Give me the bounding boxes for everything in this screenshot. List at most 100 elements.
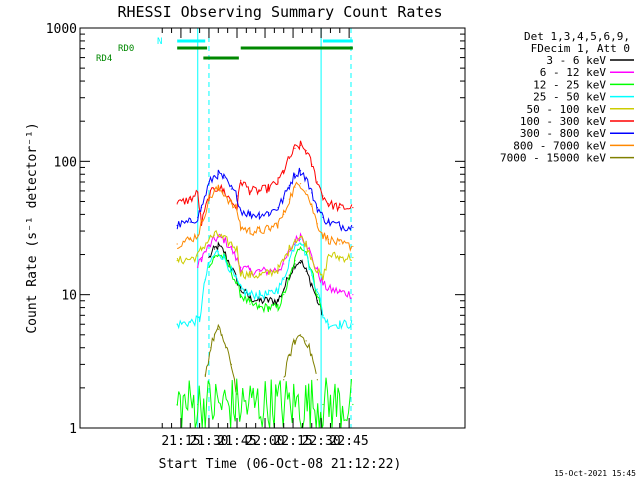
series-line-6 [176, 167, 353, 232]
data-point-6-24 [339, 224, 341, 227]
y-tick-label-3: 1000 [46, 22, 77, 37]
data-point-3-11 [258, 294, 261, 296]
data-point-4-24 [339, 256, 341, 259]
data-point-1-0 [197, 266, 199, 269]
flag-bar-2-0 [203, 56, 239, 60]
data-point-2-7 [249, 303, 251, 305]
series-6 [176, 167, 354, 232]
legend-label-1: 6 - 12 keV [540, 66, 607, 79]
data-point-4-13 [268, 272, 270, 274]
legend: Det 1,3,4,5,6,9,FDecim 1, Att 03 - 6 keV… [500, 30, 634, 165]
data-point-2-2 [213, 256, 216, 259]
y-axis-label: Count Rate (s⁻¹ detector⁻¹) [25, 122, 40, 333]
data-point-7-13 [268, 228, 270, 230]
data-point-3-24 [352, 323, 354, 325]
data-point-8-5 [221, 334, 223, 336]
data-point-7-5 [213, 190, 216, 192]
data-point-5-14 [277, 181, 279, 183]
data-point-8-12 [288, 354, 290, 357]
data-point-6-2 [197, 216, 199, 218]
series-line-0 [208, 241, 323, 316]
plot-area: N RD0 RD4 [96, 28, 354, 429]
data-point-1-6 [230, 248, 232, 250]
data-point-8-4 [217, 328, 219, 330]
data-point-3-4 [208, 263, 210, 265]
data-point-7-3 [200, 223, 203, 225]
data-point-1-22 [352, 294, 354, 296]
data-point-3-6 [217, 251, 219, 253]
data-point-4-6 [217, 234, 219, 236]
data-point-4-5 [213, 234, 216, 236]
data-point-7-4 [208, 198, 210, 200]
data-point-4-19 [305, 243, 307, 245]
data-point-3-0 [176, 323, 178, 325]
data-point-3-3 [204, 278, 206, 281]
data-point-4-4 [208, 238, 210, 240]
data-point-3-13 [277, 288, 279, 290]
data-point-4-7 [223, 238, 225, 240]
data-point-6-4 [208, 183, 210, 185]
data-point-6-10 [240, 209, 242, 211]
data-point-3-20 [316, 288, 318, 290]
data-point-7-7 [223, 192, 225, 194]
data-point-7-23 [327, 238, 330, 240]
data-point-2-10 [277, 306, 279, 309]
data-point-5-12 [258, 190, 261, 192]
data-point-5-13 [268, 187, 270, 189]
data-point-3-9 [240, 288, 242, 290]
data-point-1-21 [339, 291, 341, 293]
data-point-7-2 [197, 234, 199, 236]
data-point-7-17 [294, 186, 296, 188]
data-point-0-8 [258, 300, 261, 302]
chart-title: RHESSI Observing Summary Count Rates [117, 3, 442, 21]
data-point-3-8 [230, 270, 232, 272]
date-stamp: 15-Oct-2021 15:45 [554, 469, 636, 478]
data-point-4-2 [197, 255, 199, 257]
data-point-3-7 [223, 256, 225, 259]
data-point-7-0 [176, 243, 178, 245]
data-point-5-18 [299, 144, 302, 146]
data-point-3-12 [268, 294, 270, 296]
legend-label-3: 25 - 50 keV [533, 91, 606, 104]
data-point-0-2 [213, 248, 216, 250]
data-point-7-16 [288, 198, 290, 200]
data-point-2-15 [305, 251, 307, 253]
data-point-7-15 [283, 213, 285, 215]
x-tick-label-2: 21:45 [217, 434, 256, 449]
series-line-9 [176, 377, 352, 429]
data-point-4-23 [327, 253, 330, 256]
data-point-5-2 [197, 192, 199, 194]
legend-label-2: 12 - 25 keV [533, 78, 606, 91]
data-point-1-19 [322, 283, 324, 285]
data-point-3-16 [294, 243, 296, 245]
legend-header-1: FDecim 1, Att 0 [531, 42, 630, 55]
data-point-7-20 [311, 205, 313, 207]
data-point-6-0 [176, 224, 178, 227]
series-line-3 [176, 242, 353, 331]
data-point-4-3 [200, 248, 203, 250]
data-point-7-24 [339, 243, 341, 245]
data-point-6-21 [316, 206, 318, 209]
data-point-7-19 [305, 190, 307, 192]
data-point-4-14 [277, 268, 279, 270]
data-point-0-11 [283, 288, 285, 290]
data-point-4-25 [352, 256, 354, 259]
data-point-4-1 [189, 258, 191, 260]
data-point-3-17 [299, 238, 302, 240]
flag-bar-1-0 [177, 46, 208, 50]
series-3 [176, 238, 354, 331]
data-point-3-10 [249, 294, 251, 296]
data-point-4-12 [258, 274, 261, 276]
data-point-0-1 [208, 256, 210, 259]
data-point-5-25 [352, 206, 354, 209]
data-point-6-11 [249, 213, 251, 215]
data-point-8-13 [294, 340, 296, 342]
legend-label-4: 50 - 100 keV [527, 103, 607, 116]
data-point-5-1 [189, 198, 191, 200]
data-point-3-15 [288, 260, 290, 262]
data-point-6-3 [200, 206, 203, 209]
data-point-6-1 [189, 221, 191, 223]
data-point-5-16 [288, 157, 290, 160]
data-point-8-14 [299, 334, 302, 336]
axes: 1 10 100 1000 21:1521:3021:4522:0022:1522:30… [46, 22, 465, 449]
